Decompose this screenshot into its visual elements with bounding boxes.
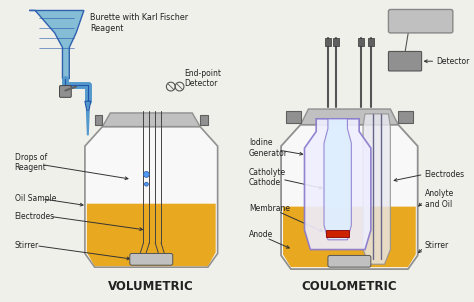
Polygon shape bbox=[398, 111, 413, 123]
Polygon shape bbox=[95, 115, 102, 125]
Text: Membrane: Membrane bbox=[249, 204, 290, 213]
Text: Iodine
Generator: Iodine Generator bbox=[249, 138, 288, 158]
Text: VOLUMETRIC: VOLUMETRIC bbox=[109, 280, 194, 293]
Polygon shape bbox=[29, 11, 84, 79]
Polygon shape bbox=[86, 111, 90, 135]
FancyBboxPatch shape bbox=[358, 38, 364, 46]
Polygon shape bbox=[363, 114, 391, 264]
Text: Detector: Detector bbox=[436, 57, 470, 66]
Text: Anode: Anode bbox=[249, 230, 273, 239]
Polygon shape bbox=[87, 204, 216, 266]
FancyBboxPatch shape bbox=[60, 85, 71, 97]
FancyBboxPatch shape bbox=[388, 51, 421, 71]
FancyBboxPatch shape bbox=[333, 38, 338, 46]
Text: COULOMETRIC: COULOMETRIC bbox=[301, 280, 397, 293]
Circle shape bbox=[145, 182, 148, 186]
Polygon shape bbox=[286, 111, 301, 123]
Polygon shape bbox=[200, 115, 208, 125]
Text: End-point
Detector: End-point Detector bbox=[184, 69, 221, 88]
Polygon shape bbox=[85, 101, 91, 111]
Circle shape bbox=[144, 172, 149, 177]
FancyBboxPatch shape bbox=[328, 255, 371, 267]
Text: Oil Sample: Oil Sample bbox=[15, 194, 56, 203]
Text: Catholyte
Cathode: Catholyte Cathode bbox=[249, 168, 286, 187]
Polygon shape bbox=[304, 119, 371, 249]
Polygon shape bbox=[281, 125, 418, 269]
Text: Stirrer: Stirrer bbox=[15, 241, 39, 250]
Text: Electrodes: Electrodes bbox=[15, 212, 55, 221]
Text: Anolyte
and Oil: Anolyte and Oil bbox=[425, 189, 454, 208]
Text: Burette with Karl Fischer
Reagent: Burette with Karl Fischer Reagent bbox=[90, 14, 188, 33]
Polygon shape bbox=[301, 109, 398, 125]
FancyBboxPatch shape bbox=[368, 38, 374, 46]
FancyBboxPatch shape bbox=[130, 253, 173, 265]
Polygon shape bbox=[283, 207, 416, 267]
Polygon shape bbox=[326, 230, 349, 237]
Text: Electrodes: Electrodes bbox=[425, 170, 465, 179]
Text: Drops of
Reagent: Drops of Reagent bbox=[15, 153, 47, 172]
Polygon shape bbox=[102, 113, 200, 127]
Text: Stirrer: Stirrer bbox=[425, 241, 449, 250]
Polygon shape bbox=[324, 119, 351, 240]
FancyBboxPatch shape bbox=[325, 38, 331, 46]
FancyBboxPatch shape bbox=[388, 9, 453, 33]
Polygon shape bbox=[85, 127, 218, 267]
Text: CONTROL: CONTROL bbox=[394, 16, 447, 26]
